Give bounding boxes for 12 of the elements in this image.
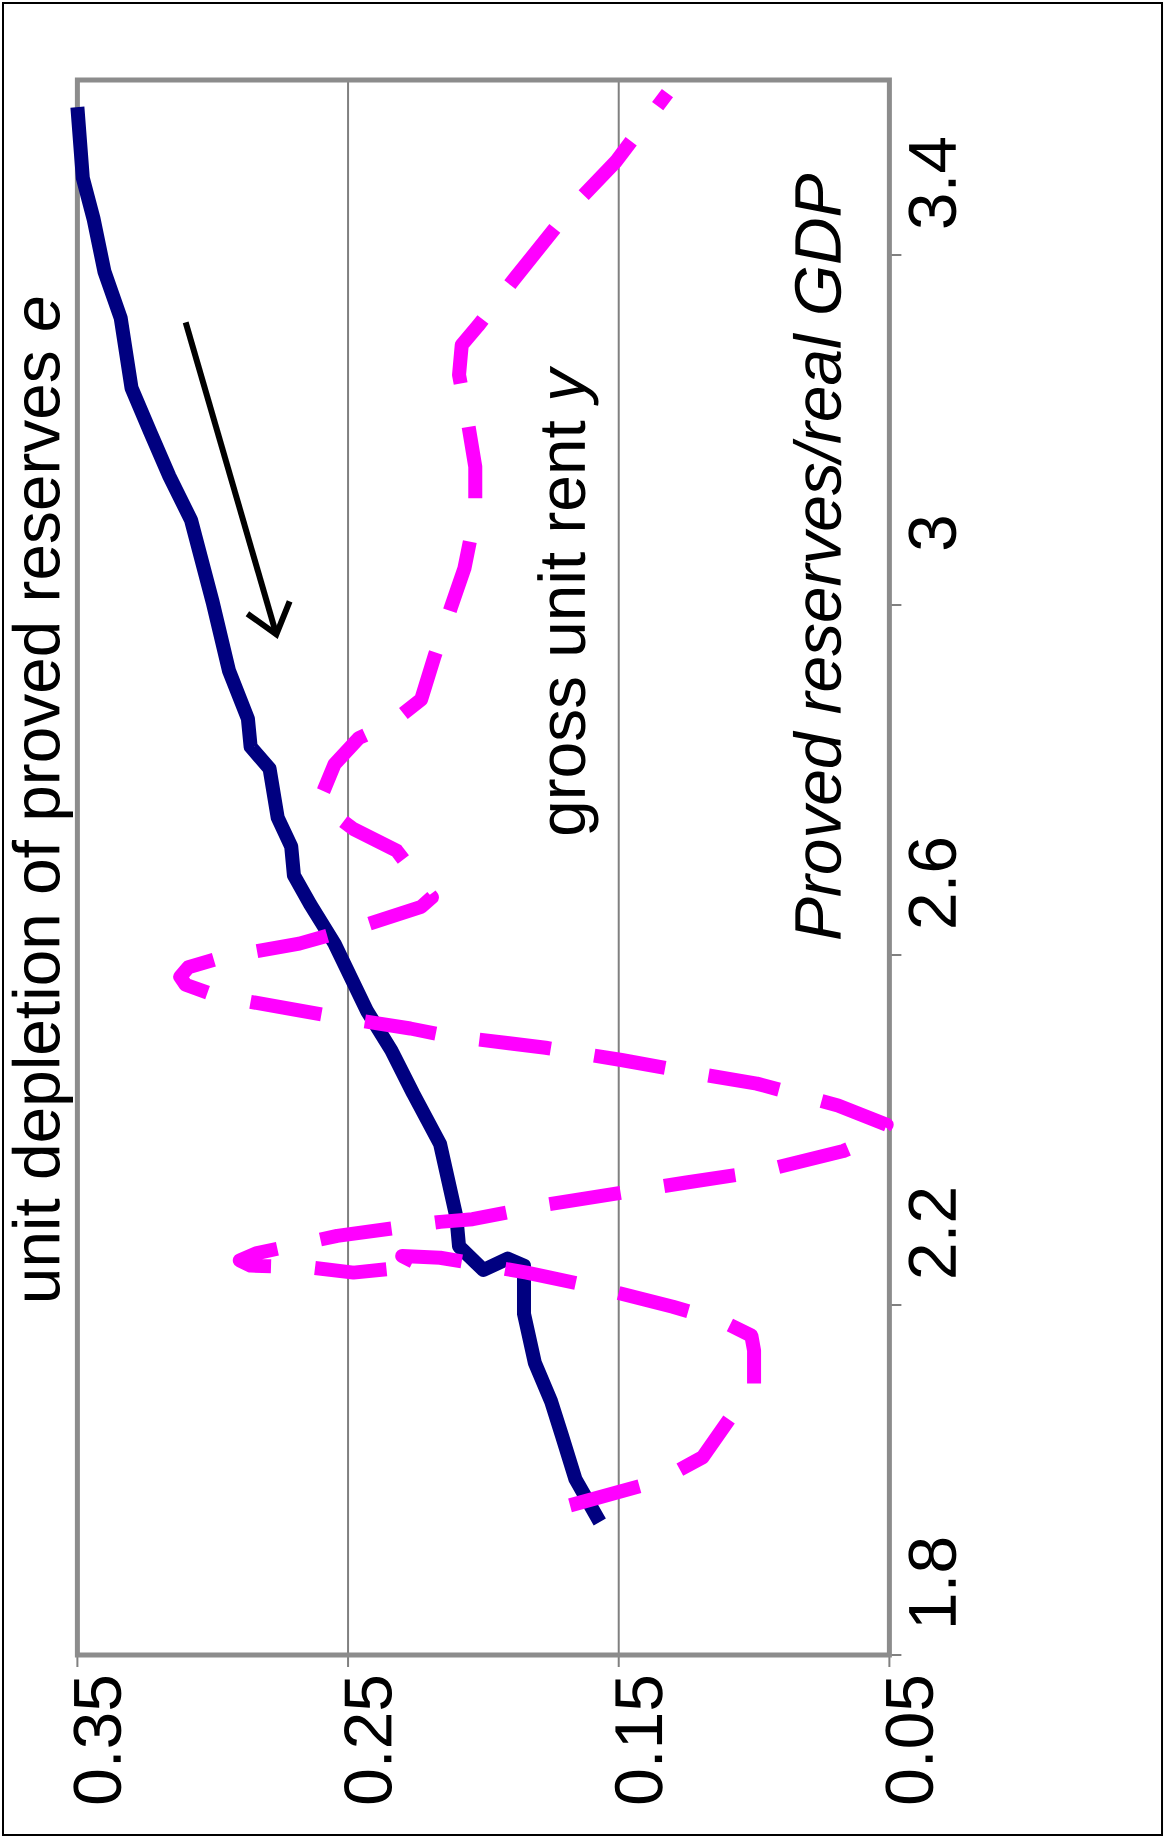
y-axis-title: Proved reserves/real GDP <box>792 174 842 939</box>
x-tick-label: 0.35 <box>73 1676 122 1804</box>
x-tick-label: 0.25 <box>344 1676 393 1804</box>
y-tick-label: 3 <box>908 517 957 550</box>
y-tick-label: 3.4 <box>908 137 957 228</box>
x-tick-label: 0.05 <box>885 1676 934 1804</box>
y-tick-label: 2.2 <box>908 1189 956 1277</box>
text: unit depletion of proved reserves e <box>11 297 73 1300</box>
y-tick-label: 2.6 <box>908 838 957 927</box>
text: gross unit rent y <box>537 365 599 835</box>
x-tick-label: 0.15 <box>614 1676 663 1804</box>
y-tick-label: 1.8 <box>908 1538 957 1625</box>
